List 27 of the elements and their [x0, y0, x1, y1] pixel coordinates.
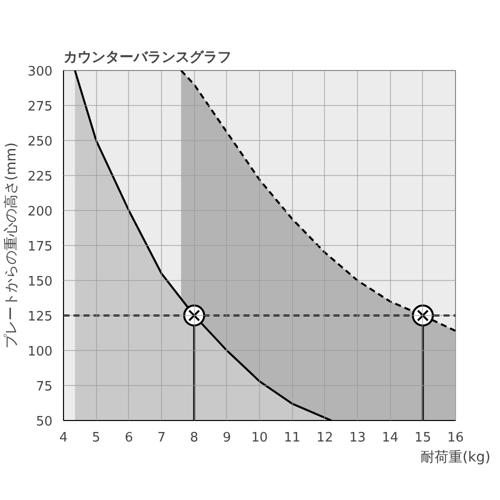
- y-tick-label: 225: [28, 170, 53, 184]
- y-tick-label: 150: [28, 274, 53, 290]
- y-tick-label: 125: [28, 310, 53, 324]
- y-tick-label: 300: [28, 64, 53, 80]
- x-tick-label: 6: [124, 430, 133, 446]
- x-tick-label: 11: [284, 430, 300, 446]
- x-tick-label: 10: [251, 430, 268, 446]
- x-tick-label: 12: [316, 430, 334, 446]
- x-tick-label: 9: [222, 430, 231, 446]
- chart-title: カウンターバランスグラフ: [64, 50, 232, 66]
- x-axis-title: 耐荷重(kg): [420, 450, 490, 466]
- y-tick-label: 200: [28, 204, 53, 220]
- y-tick-label: 100: [28, 344, 53, 360]
- y-tick-label: 175: [28, 240, 53, 254]
- y-tick-label: 275: [28, 100, 53, 114]
- x-tick-label: 13: [349, 430, 366, 446]
- x-tick-label: 15: [414, 430, 432, 446]
- x-tick-label: 16: [447, 430, 464, 446]
- y-tick-label: 50: [36, 414, 53, 430]
- y-tick-label: 75: [36, 380, 53, 394]
- x-tick-label: 8: [190, 430, 198, 446]
- x-tick-label: 5: [92, 430, 100, 446]
- y-tick-label: 250: [28, 134, 53, 150]
- x-tick-label: 4: [59, 430, 68, 446]
- y-axis-title: プレートからの重心の高さ(mm): [4, 142, 20, 349]
- x-tick-label: 7: [157, 430, 166, 446]
- x-tick-label: 14: [382, 430, 398, 446]
